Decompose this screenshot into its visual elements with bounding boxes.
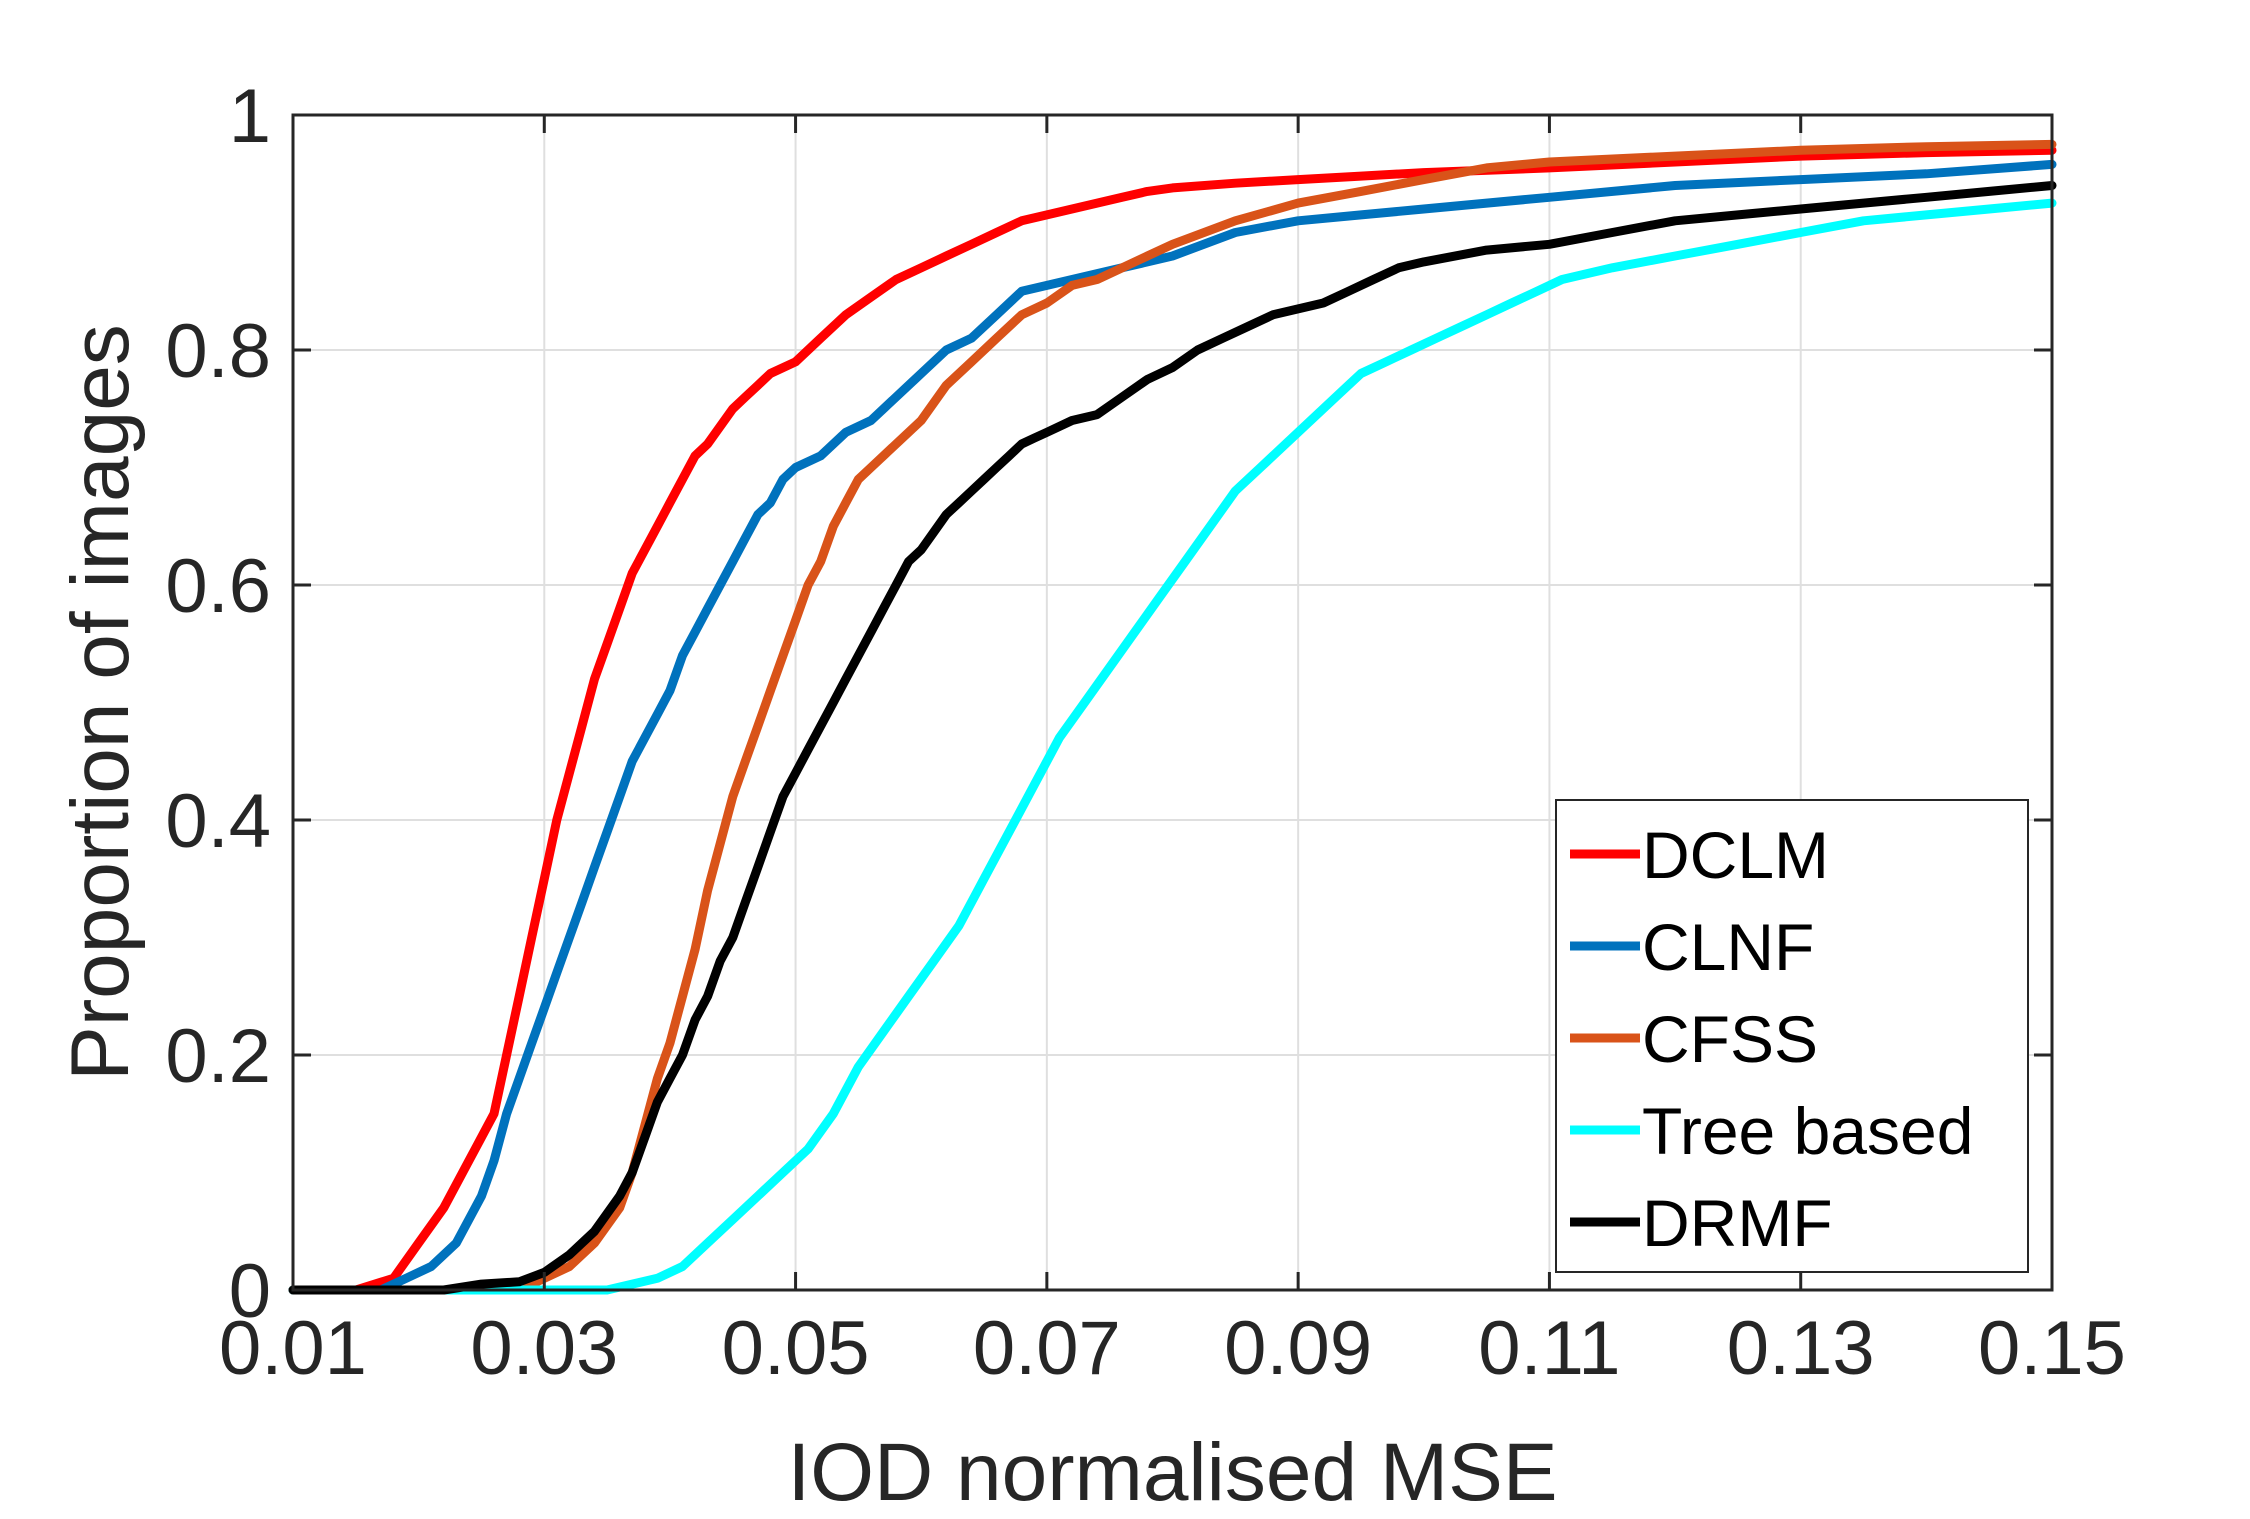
y-axis-label: Proportion of images xyxy=(55,324,146,1081)
legend: DCLM CLNF CFSS Tree based DRMF xyxy=(1555,799,2029,1273)
y-axis-ticks: 0 0.2 0.4 0.6 0.8 1 xyxy=(165,74,2052,1334)
x-tick-label: 0.15 xyxy=(1978,1306,2126,1391)
y-tick-label: 0 xyxy=(229,1249,271,1334)
x-axis-ticks: 0.01 0.03 0.05 0.07 0.09 0.11 0.13 0.15 xyxy=(219,115,2126,1391)
x-axis-label: IOD normalised MSE xyxy=(787,1427,1557,1518)
legend-label: CLNF xyxy=(1642,910,1814,984)
series-line-clnf xyxy=(288,159,2057,1295)
series-line-drmf xyxy=(288,181,2057,1295)
y-tick-label: 0.6 xyxy=(165,544,271,629)
x-tick-label: 0.05 xyxy=(722,1306,870,1391)
legend-label: Tree based xyxy=(1642,1094,1973,1168)
x-tick-label: 0.11 xyxy=(1478,1306,1620,1391)
series-line-cfss xyxy=(288,139,2057,1295)
x-tick-label: 0.01 xyxy=(219,1306,367,1391)
y-tick-label: 0.8 xyxy=(165,309,271,394)
y-tick-label: 0.4 xyxy=(165,779,271,864)
x-tick-label: 0.03 xyxy=(470,1306,618,1391)
legend-label: DRMF xyxy=(1642,1186,1833,1260)
plot-series xyxy=(288,139,2057,1295)
legend-label: DCLM xyxy=(1642,818,1829,892)
x-tick-label: 0.09 xyxy=(1224,1306,1372,1391)
series-line-dclm xyxy=(288,145,2057,1295)
series-line-tree-based xyxy=(288,198,2057,1295)
y-tick-label: 0.2 xyxy=(165,1014,271,1099)
x-tick-label: 0.07 xyxy=(973,1306,1121,1391)
y-tick-label: 1 xyxy=(229,74,271,159)
x-tick-label: 0.13 xyxy=(1727,1306,1875,1391)
legend-label: CFSS xyxy=(1642,1002,1818,1076)
